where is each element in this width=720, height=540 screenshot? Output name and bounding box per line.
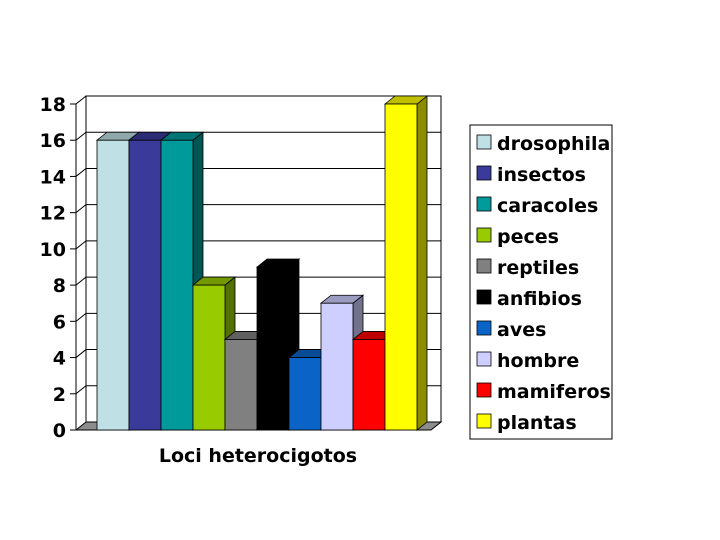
- legend-swatch-aves: [476, 320, 492, 336]
- legend-swatch-hombre: [476, 351, 492, 367]
- y-tick-label: 10: [40, 239, 66, 261]
- bar-front: [256, 266, 290, 431]
- bar-front: [96, 139, 130, 431]
- y-tick-label: 12: [40, 203, 66, 225]
- legend-swatch-reptiles: [476, 258, 492, 274]
- bar-front: [352, 339, 386, 431]
- legend-label-caracoles: caracoles: [497, 195, 598, 217]
- gridline: [75, 240, 441, 250]
- legend-swatch-plantas: [476, 413, 492, 429]
- bar-front: [288, 357, 322, 431]
- bars: [95, 95, 429, 431]
- bar-aves: [287, 348, 333, 431]
- legend-box: [469, 124, 613, 440]
- bar-front: [160, 139, 194, 431]
- legend-swatch-peces: [476, 227, 492, 243]
- x-axis-title: Loci heterocigotos: [159, 445, 357, 467]
- legend-swatch-mamiferos: [476, 382, 492, 398]
- bar-front: [384, 103, 418, 431]
- y-tick-label: 6: [53, 311, 66, 333]
- bar-front: [320, 302, 354, 431]
- legend-label-aves: aves: [497, 319, 546, 341]
- legend-label-reptiles: reptiles: [497, 257, 579, 279]
- gridline: [75, 276, 441, 286]
- gridline: [75, 204, 441, 214]
- y-tick-label: 4: [53, 348, 66, 370]
- bar-front: [224, 339, 258, 431]
- bar-front: [192, 284, 226, 431]
- y-axis-ticks: 0 2 4 6 8 10 12 14 16 18: [40, 94, 76, 442]
- legend-label-peces: peces: [497, 226, 559, 248]
- y-tick-label: 0: [53, 420, 66, 442]
- y-tick-label: 18: [40, 94, 66, 116]
- y-tick-label: 2: [53, 384, 66, 406]
- bar-plantas: [383, 95, 429, 431]
- y-tick-label: 16: [40, 130, 66, 152]
- legend-swatch-caracoles: [476, 196, 492, 212]
- legend-label-plantas: plantas: [497, 412, 577, 434]
- legend-swatch-drosophila: [476, 134, 492, 150]
- bar-side: [416, 95, 428, 431]
- legend-swatch-insectos: [476, 165, 492, 181]
- gridline: [75, 95, 441, 105]
- bar-anfibios: [255, 258, 301, 431]
- bar-front: [128, 139, 162, 431]
- legend-label-insectos: insectos: [497, 164, 586, 186]
- legend-label-hombre: hombre: [497, 350, 579, 372]
- y-tick-label: 14: [40, 166, 66, 188]
- legend: drosophila insectos caracoles peces reptiles…: [469, 124, 613, 440]
- legend-label-drosophila: drosophila: [497, 133, 610, 155]
- legend-label-anfibios: anfibios: [497, 288, 582, 310]
- legend-swatch-anfibios: [476, 289, 492, 305]
- gridline: [75, 131, 441, 141]
- legend-label-mamiferos: mamiferos: [497, 381, 611, 403]
- y-tick-label: 8: [53, 275, 66, 297]
- gridline: [75, 167, 441, 177]
